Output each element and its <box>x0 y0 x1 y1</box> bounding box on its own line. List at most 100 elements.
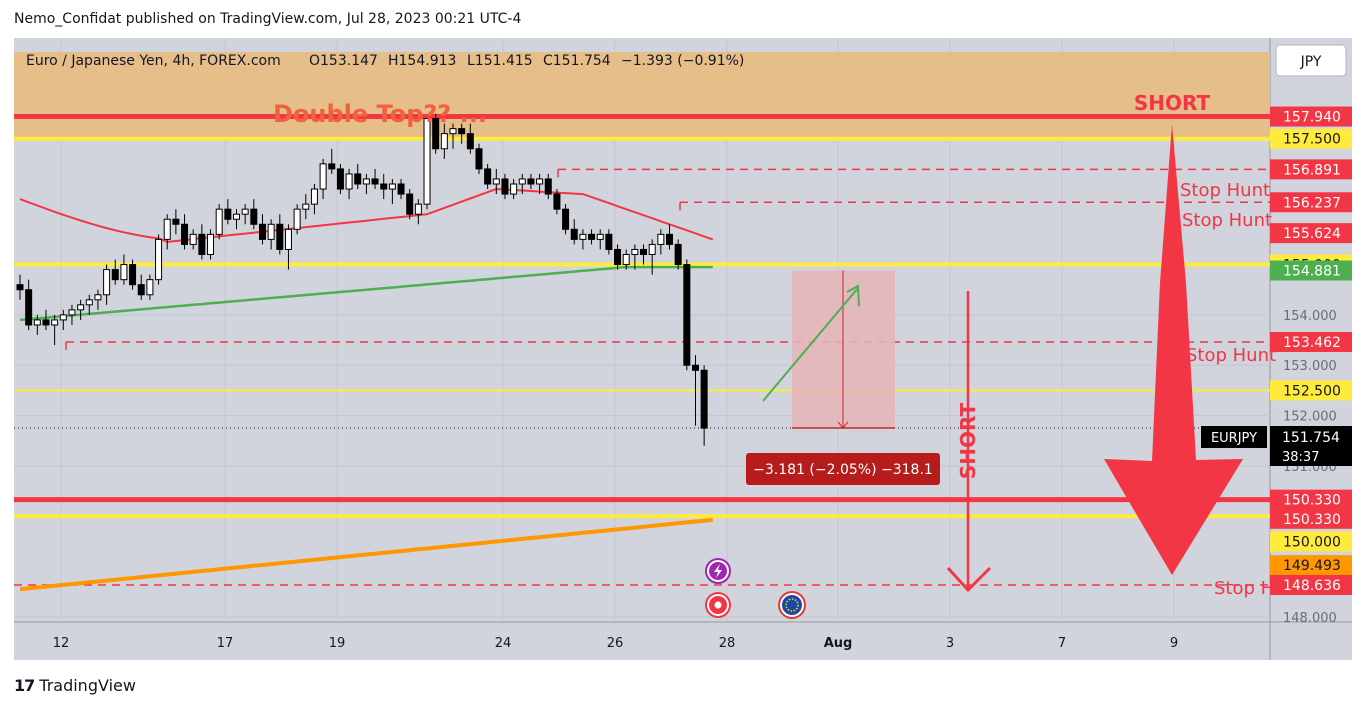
x-tick-label: Aug <box>824 636 853 651</box>
candle-up <box>68 309 76 316</box>
candle-up <box>423 118 431 205</box>
price-badge-label: 157.940 <box>1283 110 1341 126</box>
candle-down <box>406 193 414 215</box>
candle-up <box>267 223 275 240</box>
candle-up <box>59 314 67 321</box>
price-badge <box>1270 260 1352 281</box>
record-event-icon[interactable] <box>705 592 731 618</box>
candle-down <box>258 223 266 240</box>
x-tick-label: 12 <box>53 636 70 651</box>
price-badge-label: 152.500 <box>1283 383 1341 399</box>
candle-up <box>449 128 457 135</box>
candle-up <box>319 163 327 190</box>
publisher-line: Nemo_Confidat published on TradingView.c… <box>14 11 522 27</box>
price-badge <box>1270 223 1352 244</box>
stop-hunt-label: Stop Hunt <box>1182 210 1272 231</box>
candle-down <box>614 248 622 266</box>
ticker-countdown: 38:37 <box>1282 450 1319 465</box>
candle-up <box>85 299 93 306</box>
price-badge-label: 156.891 <box>1283 162 1341 178</box>
candle-down <box>683 264 691 366</box>
y-tick-label: 148.000 <box>1283 611 1337 626</box>
time-scale-background <box>14 622 1352 660</box>
candle-up <box>33 319 41 326</box>
y-tick-label: 153.000 <box>1283 359 1337 374</box>
price-badge <box>1270 128 1352 149</box>
candle-down <box>336 168 344 190</box>
legend-high: H154.913 <box>388 53 456 69</box>
candle-down <box>588 233 596 240</box>
candle-down <box>466 133 474 150</box>
candle-down <box>700 369 708 429</box>
candles <box>14 113 1270 446</box>
candle-down <box>475 148 483 170</box>
candle-up <box>345 173 353 190</box>
candle-down <box>198 233 206 255</box>
candle-down <box>544 178 552 195</box>
y-tick-label: 152.000 <box>1283 410 1337 425</box>
candle-up <box>648 243 656 255</box>
tradingview-logo[interactable]: 17 TradingView <box>14 676 136 695</box>
double-top-label: Double Top?? ... <box>273 100 487 128</box>
candle-up <box>163 218 171 240</box>
tv-logo-icon: 17 <box>14 676 35 695</box>
candle-up <box>189 233 197 245</box>
candle-down <box>129 264 137 286</box>
candle-down <box>605 233 613 250</box>
price-badge <box>1270 574 1352 595</box>
price-badge-label: 155.624 <box>1283 226 1341 242</box>
candle-down <box>172 218 180 225</box>
x-tick-label: 3 <box>946 636 954 651</box>
candle-down <box>16 284 24 291</box>
short-vertical-label: SHORT <box>956 403 980 480</box>
candle-up <box>631 248 639 255</box>
candle-down <box>276 223 284 250</box>
x-tick-label: 17 <box>217 636 234 651</box>
candle-up <box>207 233 215 255</box>
candle-down <box>137 284 145 296</box>
candle-up <box>293 208 301 230</box>
legend-open: O153.147 <box>309 53 378 69</box>
green-arrow-head <box>846 284 860 307</box>
candle-up <box>51 319 59 326</box>
ticker-symbol: EURJPY <box>1211 431 1257 446</box>
lightning-event-icon[interactable] <box>705 558 731 584</box>
x-tick-label: 26 <box>607 636 624 651</box>
eu-flag-icon[interactable] <box>778 591 806 619</box>
red-moving-average <box>19 187 714 243</box>
stop-hunt-label: Stop Hunt <box>1186 345 1276 366</box>
x-tick-label: 19 <box>329 636 346 651</box>
candle-down <box>674 243 682 266</box>
candle-up <box>284 228 292 250</box>
moving-averages <box>19 187 714 592</box>
currency-button[interactable]: JPY <box>1275 44 1347 77</box>
candle-up <box>302 203 310 210</box>
candle-up <box>388 183 396 190</box>
candle-down <box>328 163 336 170</box>
candle-down <box>570 228 578 240</box>
price-badge-label: 148.636 <box>1283 578 1341 594</box>
x-tick-label: 7 <box>1058 636 1066 651</box>
candle-up <box>622 253 630 266</box>
candle-down <box>527 178 535 185</box>
candle-down <box>371 178 379 185</box>
candle-up <box>518 178 526 185</box>
candle-down <box>501 178 509 195</box>
candle-down <box>354 173 362 185</box>
price-badge-label: 150.330 <box>1283 493 1341 509</box>
ticker-badge: EURJPY 151.754 38:37 <box>1201 426 1352 466</box>
price-badge <box>1270 555 1352 576</box>
big-short-arrow <box>1104 124 1243 575</box>
candle-up <box>103 269 111 296</box>
price-badge <box>1270 192 1352 213</box>
candle-down <box>181 223 189 245</box>
candle-up <box>146 279 154 296</box>
legend-change: −1.393 (−0.91%) <box>621 53 744 69</box>
candle-down <box>640 248 648 255</box>
candle-down <box>224 208 232 220</box>
currency-label: JPY <box>1300 54 1322 70</box>
resistance-zone <box>14 52 1270 139</box>
price-badge <box>1270 159 1352 180</box>
candle-down <box>553 193 561 210</box>
